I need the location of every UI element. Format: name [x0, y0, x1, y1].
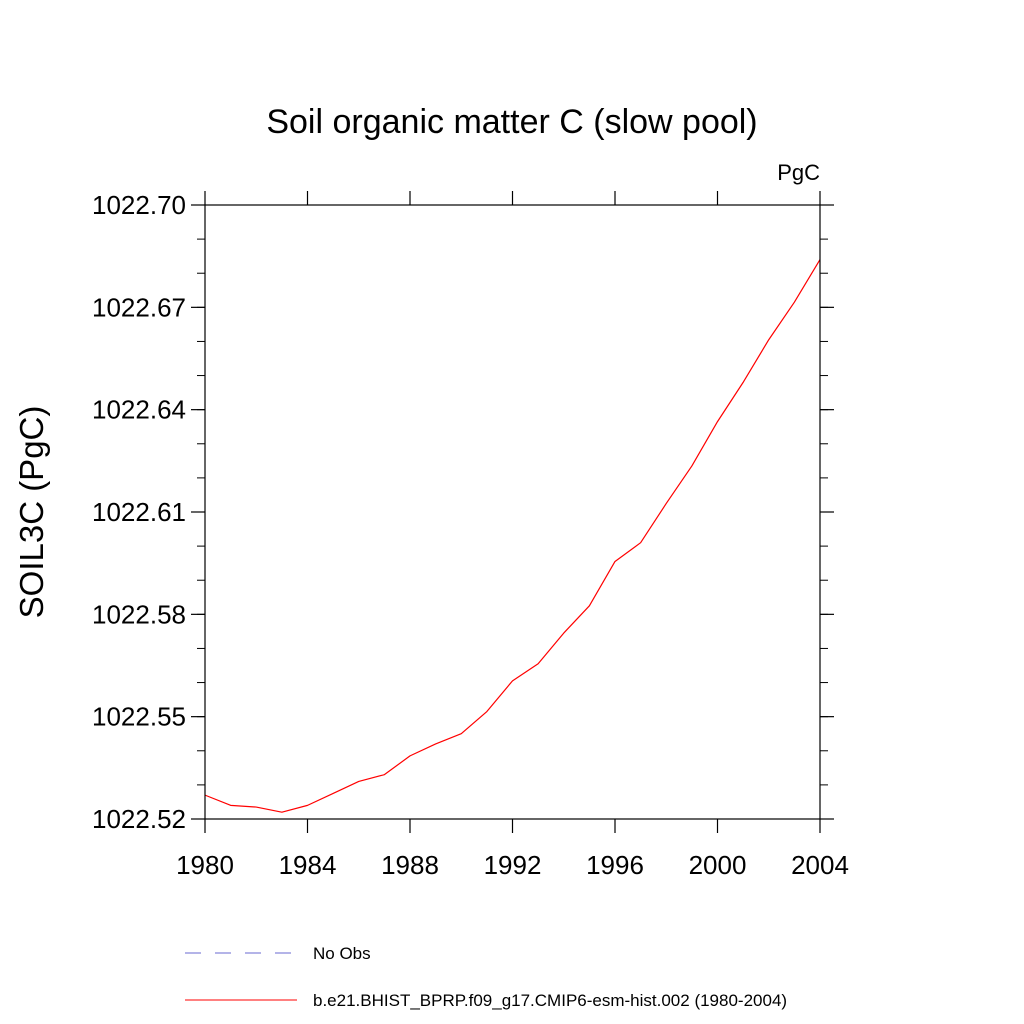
y-tick-label: 1022.52	[92, 804, 186, 834]
legend-label-model: b.e21.BHIST_BPRP.f09_g17.CMIP6-esm-hist.…	[313, 991, 787, 1010]
x-tick-label: 1980	[176, 850, 234, 880]
axis-ticks	[191, 191, 834, 833]
series-line-1	[204, 259, 821, 813]
units-label: PgC	[777, 160, 820, 185]
plot-frame	[204, 204, 821, 820]
x-tick-label: 1988	[381, 850, 439, 880]
x-tick-label: 2000	[689, 850, 747, 880]
y-tick-label: 1022.58	[92, 599, 186, 629]
legend-label-no-obs: No Obs	[313, 944, 371, 963]
y-tick-label: 1022.70	[92, 190, 186, 220]
y-axis-label: SOIL3C (PgC)	[13, 406, 50, 619]
y-tick-label: 1022.55	[92, 702, 186, 732]
x-tick-label: 1996	[586, 850, 644, 880]
x-tick-label: 1992	[484, 850, 542, 880]
chart-title: Soil organic matter C (slow pool)	[266, 103, 757, 141]
tick-labels: 1980 1984 1988 1992 1996 2000 2004 1022.52 1022.…	[92, 190, 849, 880]
y-tick-label: 1022.64	[92, 395, 186, 425]
y-tick-label: 1022.61	[92, 497, 186, 527]
x-tick-label: 1984	[279, 850, 337, 880]
series-lines	[204, 259, 821, 813]
y-tick-label: 1022.67	[92, 292, 186, 322]
x-tick-label: 2004	[791, 850, 849, 880]
